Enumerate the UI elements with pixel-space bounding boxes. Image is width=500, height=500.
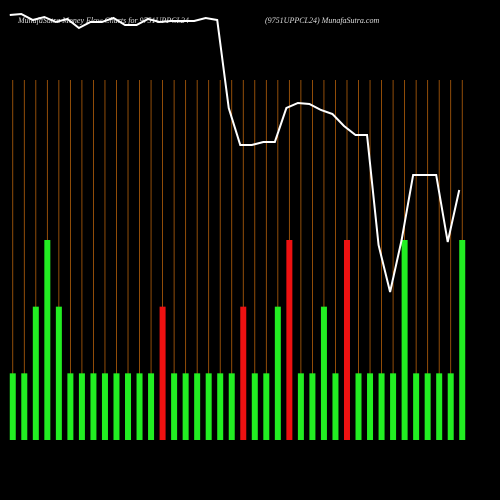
bar <box>159 306 166 440</box>
bar <box>113 373 120 440</box>
bar <box>67 373 74 440</box>
bar <box>171 373 178 440</box>
bar <box>436 373 443 440</box>
bar <box>228 373 235 440</box>
bar <box>125 373 132 440</box>
bar <box>424 373 431 440</box>
bar <box>355 373 362 440</box>
bar <box>447 373 454 440</box>
bar <box>378 373 385 440</box>
bar <box>390 373 397 440</box>
bar <box>459 240 466 440</box>
bar <box>413 373 420 440</box>
bar <box>332 373 339 440</box>
bar <box>9 373 16 440</box>
bar <box>309 373 316 440</box>
chart-title: MunafaSutra Money Flow Charts for 9751UP… <box>17 16 189 25</box>
bar <box>297 373 304 440</box>
bar <box>320 306 327 440</box>
bar <box>101 373 108 440</box>
bar <box>148 373 155 440</box>
bar <box>367 373 374 440</box>
chart-subtitle: (9751UPPCL24) MunafaSutra.com <box>265 16 379 25</box>
bar <box>90 373 97 440</box>
bar <box>136 373 143 440</box>
bar <box>32 306 39 440</box>
bar <box>263 373 270 440</box>
bar <box>44 240 51 440</box>
bar <box>251 373 258 440</box>
bar <box>274 306 281 440</box>
bar <box>401 240 408 440</box>
bar <box>205 373 212 440</box>
bar <box>194 373 201 440</box>
price-line <box>9 12 461 293</box>
bar <box>343 240 350 440</box>
bar <box>217 373 224 440</box>
bar <box>286 240 293 440</box>
bar <box>240 306 247 440</box>
bar <box>78 373 85 440</box>
bar <box>21 373 28 440</box>
bar <box>55 306 62 440</box>
bar <box>182 373 189 440</box>
